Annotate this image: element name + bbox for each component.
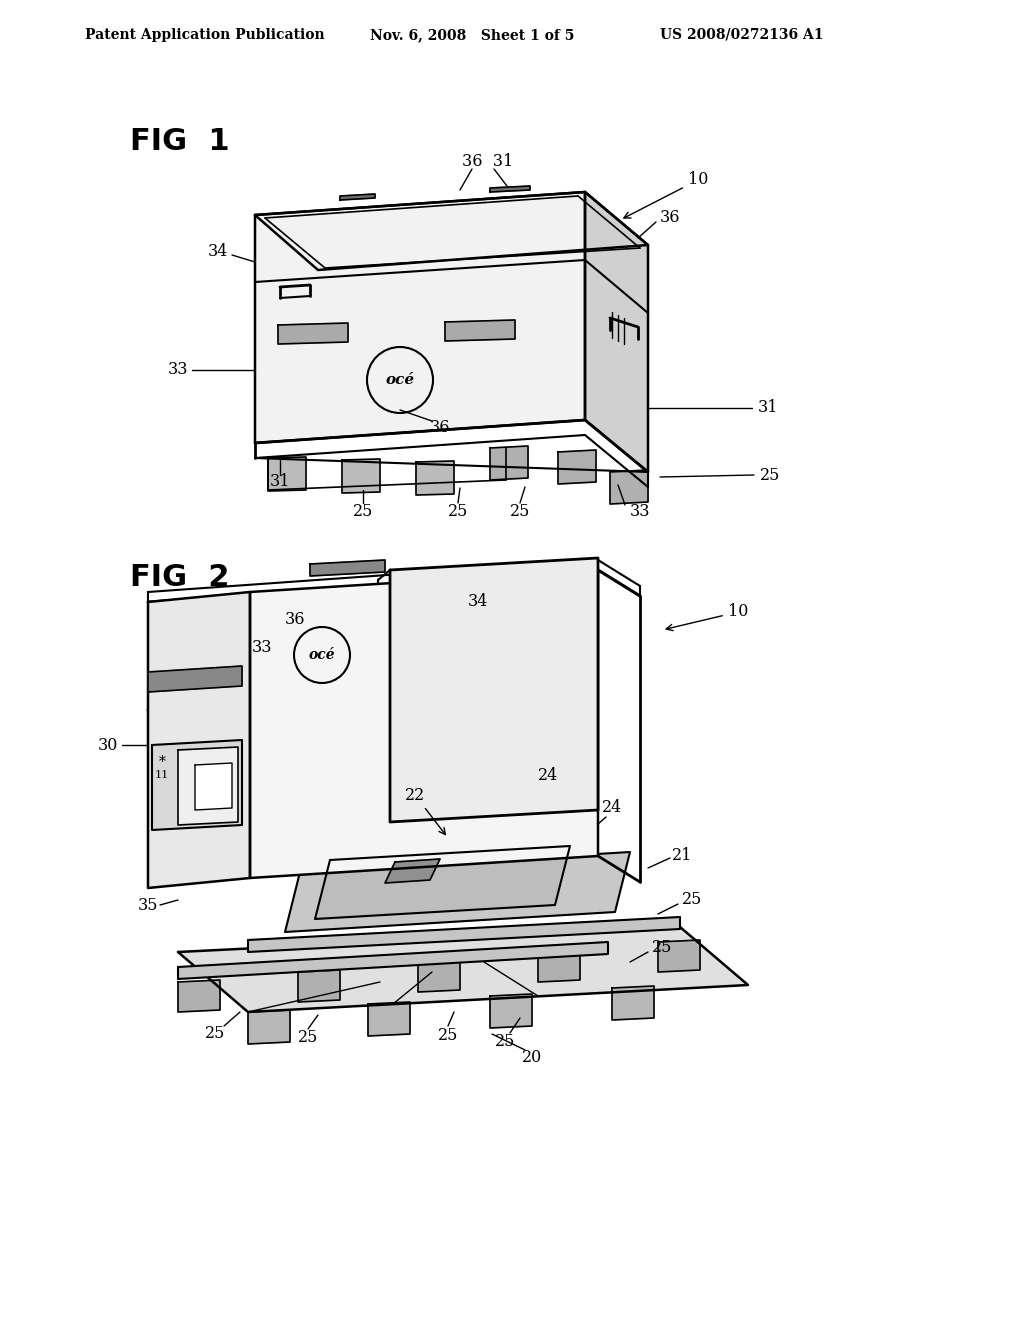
Text: 24: 24 [602, 800, 623, 817]
Text: 31: 31 [758, 400, 778, 417]
Polygon shape [315, 846, 570, 919]
Text: 33: 33 [168, 362, 188, 379]
Polygon shape [418, 960, 460, 993]
Text: Nov. 6, 2008   Sheet 1 of 5: Nov. 6, 2008 Sheet 1 of 5 [370, 28, 574, 42]
Text: 21: 21 [672, 846, 692, 863]
Text: 25: 25 [682, 891, 702, 908]
Text: US 2008/0272136 A1: US 2008/0272136 A1 [660, 28, 823, 42]
Text: 20: 20 [522, 1049, 542, 1067]
Text: 36: 36 [285, 611, 305, 628]
Polygon shape [340, 194, 375, 201]
Text: 35: 35 [138, 896, 159, 913]
Text: océ: océ [385, 374, 415, 387]
Polygon shape [148, 591, 250, 888]
Text: 25: 25 [652, 940, 672, 957]
Text: 34: 34 [208, 243, 228, 260]
Polygon shape [178, 979, 220, 1012]
Polygon shape [178, 942, 608, 979]
Polygon shape [658, 940, 700, 972]
Polygon shape [195, 763, 232, 810]
Polygon shape [285, 851, 630, 932]
Text: 25: 25 [510, 503, 530, 520]
Text: 36: 36 [659, 210, 680, 227]
Text: 31: 31 [269, 474, 290, 491]
Text: 10: 10 [667, 603, 749, 631]
Polygon shape [178, 747, 238, 825]
Text: 25: 25 [760, 466, 780, 483]
Text: océ: océ [308, 648, 335, 663]
Polygon shape [178, 927, 748, 1012]
Text: 11: 11 [155, 770, 169, 780]
Polygon shape [558, 450, 596, 484]
Text: 25: 25 [447, 503, 468, 520]
Polygon shape [610, 470, 648, 504]
Polygon shape [445, 319, 515, 341]
Text: 10: 10 [624, 172, 709, 218]
Text: 36: 36 [430, 420, 451, 437]
Text: 33: 33 [252, 639, 272, 656]
Text: 22: 22 [404, 787, 445, 834]
Polygon shape [385, 859, 440, 883]
Text: FIG  1: FIG 1 [130, 128, 229, 157]
Polygon shape [298, 970, 340, 1002]
Text: 36  31: 36 31 [463, 153, 514, 170]
Polygon shape [490, 186, 530, 191]
Polygon shape [612, 986, 654, 1020]
Polygon shape [255, 191, 585, 444]
Text: 25: 25 [205, 1024, 225, 1041]
Text: 30: 30 [98, 737, 118, 754]
Polygon shape [490, 994, 532, 1028]
Text: Patent Application Publication: Patent Application Publication [85, 28, 325, 42]
Text: 25: 25 [495, 1034, 515, 1051]
Text: 25: 25 [438, 1027, 458, 1044]
Polygon shape [390, 558, 598, 822]
Polygon shape [250, 570, 598, 878]
Polygon shape [268, 457, 306, 491]
Polygon shape [416, 461, 454, 495]
Polygon shape [310, 560, 385, 576]
Text: 24: 24 [538, 767, 558, 784]
Polygon shape [368, 1002, 410, 1036]
Text: 34: 34 [468, 594, 488, 610]
Text: 25: 25 [353, 503, 373, 520]
Text: 33: 33 [630, 503, 650, 520]
Polygon shape [148, 667, 242, 692]
Polygon shape [152, 741, 242, 830]
Polygon shape [585, 191, 648, 473]
Text: 25: 25 [298, 1030, 318, 1047]
Polygon shape [278, 323, 348, 345]
Text: FIG  2: FIG 2 [130, 564, 229, 593]
Polygon shape [255, 191, 648, 271]
Polygon shape [342, 459, 380, 492]
Polygon shape [248, 917, 680, 952]
Polygon shape [538, 950, 580, 982]
Polygon shape [490, 446, 528, 480]
Polygon shape [248, 1010, 290, 1044]
Text: *: * [159, 755, 166, 770]
